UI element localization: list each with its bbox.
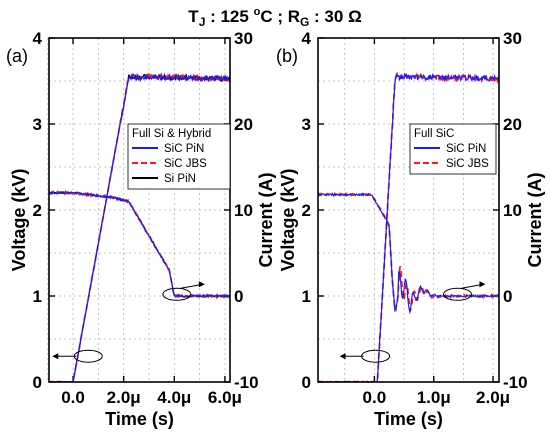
panel-label: (b)	[276, 46, 298, 66]
x-tick-label: 4.0μ	[157, 388, 191, 407]
y-axis-label: Voltage (kV)	[278, 169, 298, 272]
y2-tick-label: 30	[503, 29, 522, 48]
x-axis-label: Time (s)	[105, 409, 174, 429]
legend-title: Full Si & Hybrid	[132, 128, 211, 140]
y-tick-label: 2	[33, 201, 42, 220]
y-tick-label: 2	[302, 201, 311, 220]
current-trace-sic-jbs	[49, 72, 230, 382]
y-tick-label: 3	[33, 115, 42, 134]
x-tick-label: 0.0	[61, 388, 85, 407]
legend-label: Si PiN	[164, 173, 196, 185]
legend-label: SiC JBS	[164, 158, 207, 170]
legend-label: SiC PiN	[164, 143, 204, 155]
x-tick-label: 2.0μ	[107, 388, 141, 407]
legend: Full SiC SiC PiN SiC JBS	[409, 123, 497, 175]
annotation-ellipse	[442, 287, 472, 301]
annotation-arrow-head	[52, 353, 59, 360]
current-trace-si-pin	[49, 72, 230, 382]
plot-frame	[48, 37, 231, 383]
annotation-ellipse	[162, 287, 192, 301]
y2-tick-label: -10	[234, 373, 259, 392]
x-tick-label: 2.0μ	[476, 388, 510, 407]
y2-tick-label: 20	[234, 115, 253, 134]
current-trace-sic-pin	[318, 72, 499, 382]
y-tick-label: 4	[33, 29, 43, 48]
legend-label: SiC JBS	[446, 158, 489, 170]
y2-tick-label: 30	[234, 29, 253, 48]
annotation-arrow-head	[339, 353, 346, 360]
y2-axis-label: Current (A)	[256, 173, 276, 268]
y2-tick-label: 0	[503, 287, 512, 306]
y2-tick-label: 20	[503, 115, 522, 134]
current-trace-sic-pin	[49, 73, 230, 382]
legend: Full Si & Hybrid SiC PiN SiC JBS Si PiN	[127, 123, 231, 190]
y-tick-label: 3	[302, 115, 311, 134]
figure-title: TJ : 125 oC ; RG : 30 Ω	[188, 6, 361, 29]
y-tick-label: 0	[302, 373, 311, 392]
x-tick-label: 6.0μ	[208, 388, 242, 407]
y2-tick-label: 10	[234, 201, 253, 220]
traces	[318, 72, 499, 382]
current-trace-sic-jbs	[318, 72, 499, 382]
legend-title: Full SiC	[414, 128, 454, 140]
y2-tick-label: 0	[234, 287, 243, 306]
annotation-arrow-head	[479, 281, 486, 288]
y2-tick-label: 10	[503, 201, 522, 220]
panel-b: 0.0 1.0μ 2.0μ 0 1 2 3 4 -10 0 10 20 30 Time (s) Voltag…	[276, 29, 545, 429]
voltage-trace-sic-pin	[318, 191, 499, 313]
x-tick-label: 0.0	[363, 388, 387, 407]
y-tick-label: 0	[33, 373, 42, 392]
y-tick-label: 1	[302, 287, 311, 306]
annotation-ellipse	[361, 349, 391, 363]
legend-label: SiC PiN	[446, 143, 486, 155]
annotation-arrow-head	[198, 281, 205, 288]
y-axis-label: Voltage (kV)	[9, 169, 29, 272]
plot-frame	[317, 37, 500, 383]
y-tick-label: 1	[33, 287, 42, 306]
panel-label: (a)	[6, 46, 28, 66]
voltage-trace-sic-jbs	[49, 189, 230, 300]
y2-tick-label: -10	[503, 373, 528, 392]
y2-axis-label: Current (A)	[525, 173, 545, 268]
voltage-trace-si-pin	[49, 190, 230, 299]
x-tick-label: 1.0μ	[417, 388, 451, 407]
x-axis-label: Time (s)	[374, 409, 443, 429]
traces	[49, 72, 230, 382]
voltage-trace-sic-pin	[49, 190, 230, 299]
y-tick-label: 4	[302, 29, 312, 48]
panel-a: 0.0 2.0μ 4.0μ 6.0μ 0 1 2 3 4 -10 0 10 20 30 Time (s) Vo…	[6, 29, 276, 429]
